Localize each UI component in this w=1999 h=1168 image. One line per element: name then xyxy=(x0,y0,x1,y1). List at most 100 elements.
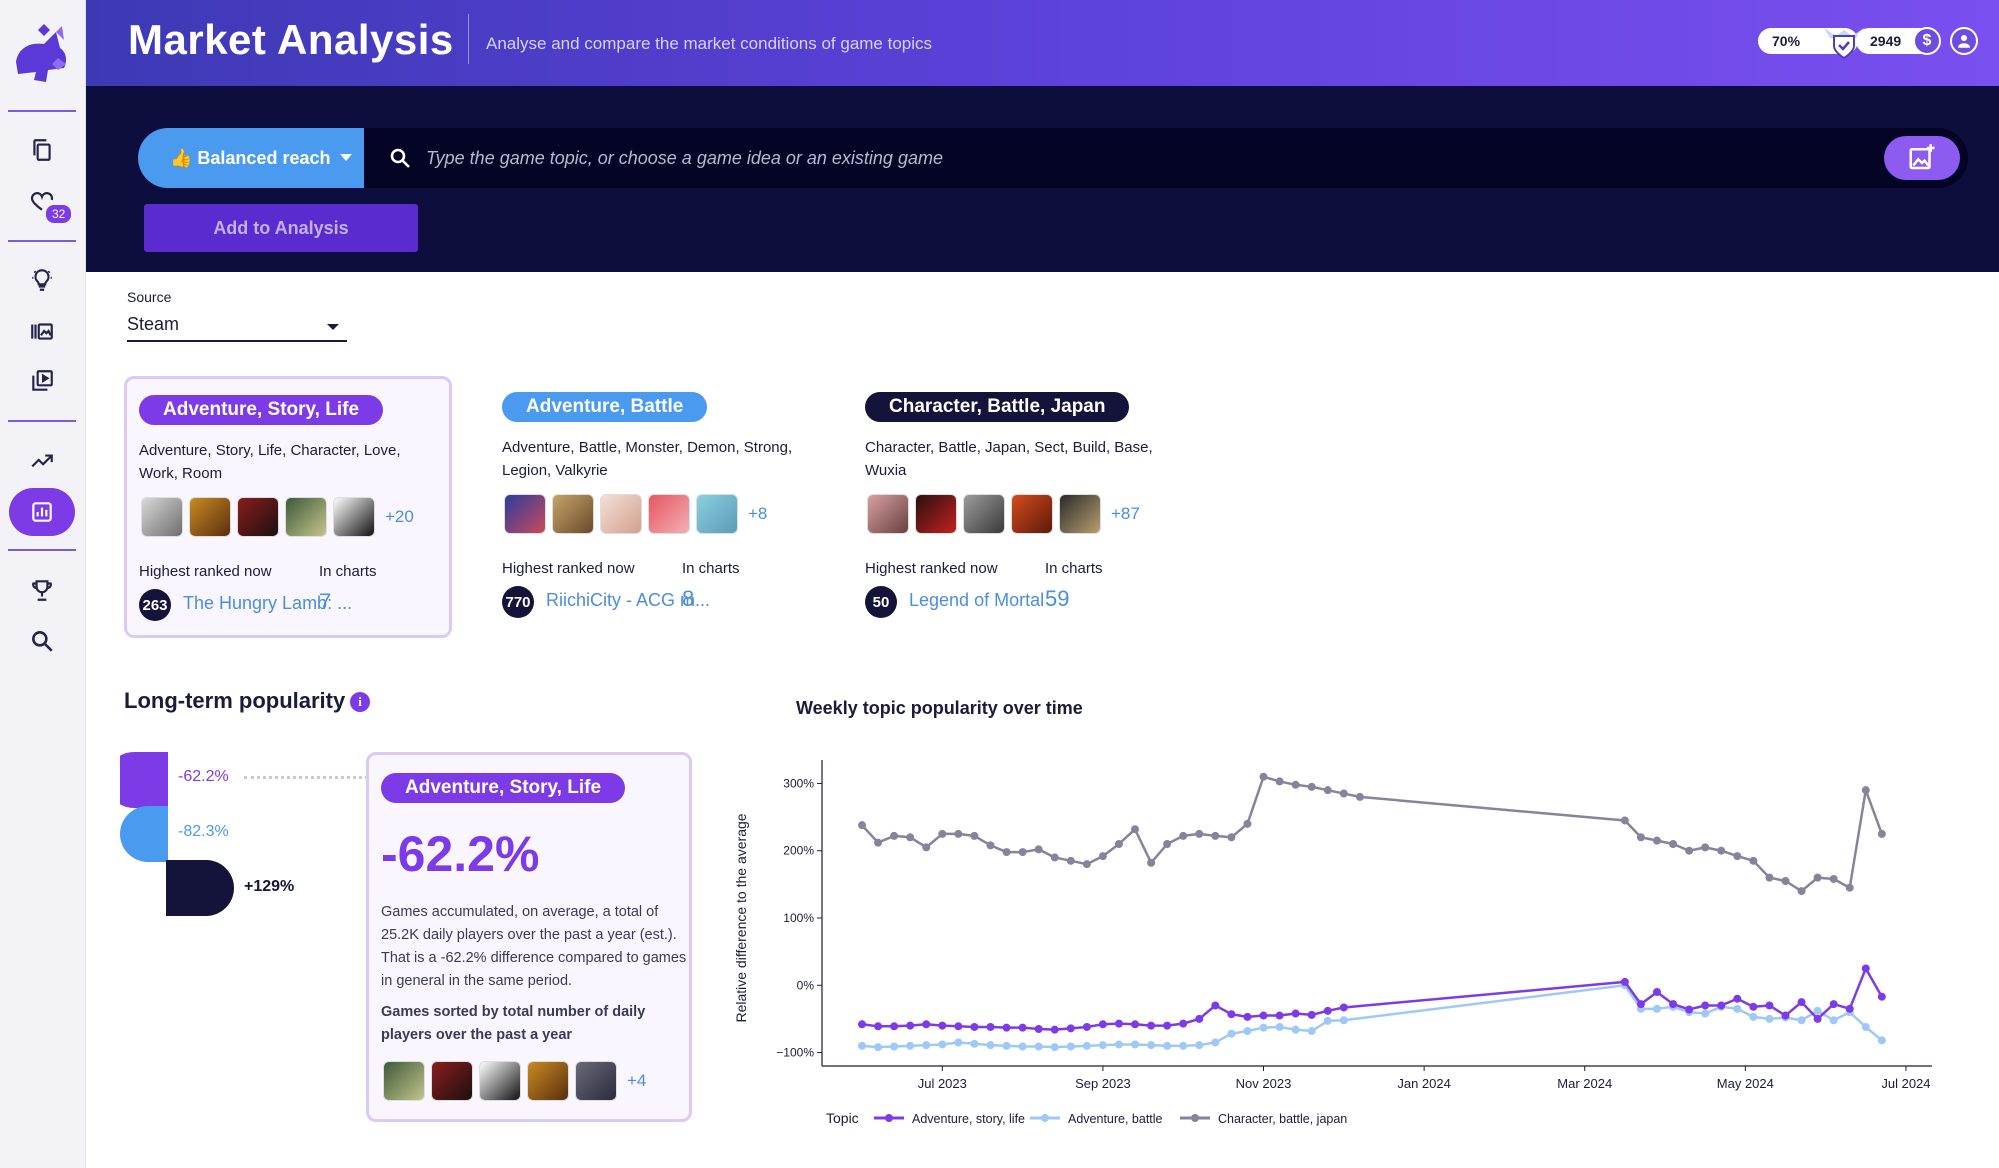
data-point xyxy=(938,829,947,838)
sidebar-divider xyxy=(8,240,76,242)
data-point xyxy=(1066,1042,1075,1051)
top-game-link[interactable]: The Hungry Lamb: ... xyxy=(183,593,353,613)
game-thumbnail[interactable] xyxy=(552,494,594,534)
top-game-link[interactable]: RiichiCity - ACG m... xyxy=(546,590,711,610)
game-thumbnail[interactable] xyxy=(696,494,738,534)
series-line-2 xyxy=(861,775,1884,893)
data-point xyxy=(906,833,915,842)
data-point xyxy=(1829,1000,1838,1009)
legend-marker xyxy=(1191,1114,1199,1122)
data-point xyxy=(922,843,931,852)
topic-card[interactable]: Adventure, Battle Adventure, Battle, Mon… xyxy=(490,376,818,638)
more-games-count[interactable]: +87 xyxy=(1111,504,1140,523)
user-avatar-icon[interactable] xyxy=(1950,27,1978,55)
data-point xyxy=(1066,1024,1075,1033)
data-point xyxy=(1620,977,1629,986)
game-thumbnail[interactable] xyxy=(915,494,957,534)
trophy-icon[interactable] xyxy=(22,570,62,610)
reach-mode-dropdown[interactable]: 👍 Balanced reach xyxy=(138,128,364,188)
data-point xyxy=(1291,1025,1300,1034)
data-point xyxy=(1749,1002,1758,1011)
game-thumbnail[interactable] xyxy=(575,1061,617,1101)
data-point xyxy=(1275,1011,1284,1020)
game-thumbnail[interactable] xyxy=(600,494,642,534)
data-point xyxy=(1114,840,1123,848)
long-term-popularity-title: Long-term popularity xyxy=(124,688,346,713)
data-point xyxy=(954,1038,963,1047)
more-games-count[interactable]: +4 xyxy=(627,1071,647,1090)
game-thumbnail[interactable] xyxy=(867,494,909,534)
popularity-detail-card: Adventure, Story, Life -62.2% Games accu… xyxy=(366,752,692,1122)
games-sorted-heading: Games sorted by total number of daily pl… xyxy=(381,1004,646,1043)
game-thumbnail[interactable] xyxy=(141,497,183,537)
rank-shield-icon[interactable] xyxy=(1822,18,1866,62)
data-point xyxy=(1050,1025,1059,1034)
game-thumbnail[interactable] xyxy=(333,497,375,537)
data-point xyxy=(1131,825,1140,834)
topic-card[interactable]: Adventure, Story, Life Adventure, Story,… xyxy=(124,376,452,638)
data-point xyxy=(1877,1036,1886,1045)
credits-value: 2949 xyxy=(1870,33,1902,49)
data-point xyxy=(1861,1022,1870,1031)
popularity-shape-character-battle-japan[interactable] xyxy=(166,860,234,916)
data-point xyxy=(1179,1019,1188,1028)
game-thumbnail[interactable] xyxy=(383,1061,425,1101)
data-point xyxy=(1034,1042,1043,1051)
video-library-icon[interactable] xyxy=(22,361,62,401)
library-icon[interactable] xyxy=(22,311,62,351)
game-thumbnails: +4 xyxy=(383,1061,646,1101)
app-logo[interactable] xyxy=(8,18,74,88)
data-point xyxy=(1082,1041,1091,1050)
data-point xyxy=(1131,1040,1140,1049)
data-point xyxy=(954,1022,963,1031)
top-game-link[interactable]: Legend of Mortal xyxy=(909,590,1045,610)
data-point xyxy=(1163,840,1172,848)
topic-card[interactable]: Character, Battle, Japan Character, Batt… xyxy=(853,376,1181,638)
data-point xyxy=(922,1020,931,1029)
game-thumbnail[interactable] xyxy=(431,1061,473,1101)
popularity-description: Games accumulated, on average, a total o… xyxy=(381,904,687,989)
game-thumbnail[interactable] xyxy=(648,494,690,534)
copy-icon[interactable] xyxy=(22,130,62,170)
game-thumbnail[interactable] xyxy=(1059,494,1101,534)
data-point xyxy=(1813,1014,1822,1023)
info-icon[interactable]: i xyxy=(350,692,370,712)
data-point xyxy=(970,831,979,840)
popularity-value: +129% xyxy=(244,878,295,895)
game-thumbnail[interactable] xyxy=(285,497,327,537)
add-to-analysis-button[interactable]: Add to Analysis xyxy=(144,204,418,252)
game-thumbnails: +20 xyxy=(141,497,414,537)
x-tick-label: Jul 2023 xyxy=(918,1076,967,1091)
data-point xyxy=(1098,852,1107,861)
data-point xyxy=(1861,964,1870,973)
lightbulb-icon[interactable] xyxy=(22,260,62,300)
game-thumbnail[interactable] xyxy=(479,1061,521,1101)
data-point xyxy=(890,1042,899,1051)
topic-search-input[interactable] xyxy=(426,140,1866,176)
game-thumbnail[interactable] xyxy=(189,497,231,537)
data-point xyxy=(1163,1041,1172,1050)
image-search-button[interactable] xyxy=(1884,136,1960,180)
game-thumbnail[interactable] xyxy=(504,494,546,534)
search-icon[interactable] xyxy=(22,621,62,661)
game-thumbnail[interactable] xyxy=(963,494,1005,534)
game-thumbnail[interactable] xyxy=(1011,494,1053,534)
popularity-percent: -62.2% xyxy=(381,826,540,882)
trending-icon[interactable] xyxy=(22,441,62,481)
game-thumbnail[interactable] xyxy=(237,497,279,537)
popularity-shape-adventure-story-life[interactable] xyxy=(120,752,168,808)
favorites-heart-icon[interactable]: 32 xyxy=(22,181,74,225)
game-thumbnail[interactable] xyxy=(527,1061,569,1101)
data-point xyxy=(1018,848,1027,857)
topic-tags: Adventure, Battle, Monster, Demon, Stron… xyxy=(502,439,793,479)
more-games-count[interactable]: +8 xyxy=(748,504,768,523)
more-games-count[interactable]: +20 xyxy=(385,507,414,526)
market-analysis-icon[interactable] xyxy=(9,488,75,536)
data-point xyxy=(1797,887,1806,896)
source-select[interactable]: Steam xyxy=(127,310,347,342)
popularity-shape-adventure-battle[interactable] xyxy=(120,806,168,862)
data-point xyxy=(1195,1041,1204,1050)
data-point xyxy=(906,1021,915,1030)
data-point xyxy=(1050,853,1059,862)
data-point xyxy=(1179,1041,1188,1050)
